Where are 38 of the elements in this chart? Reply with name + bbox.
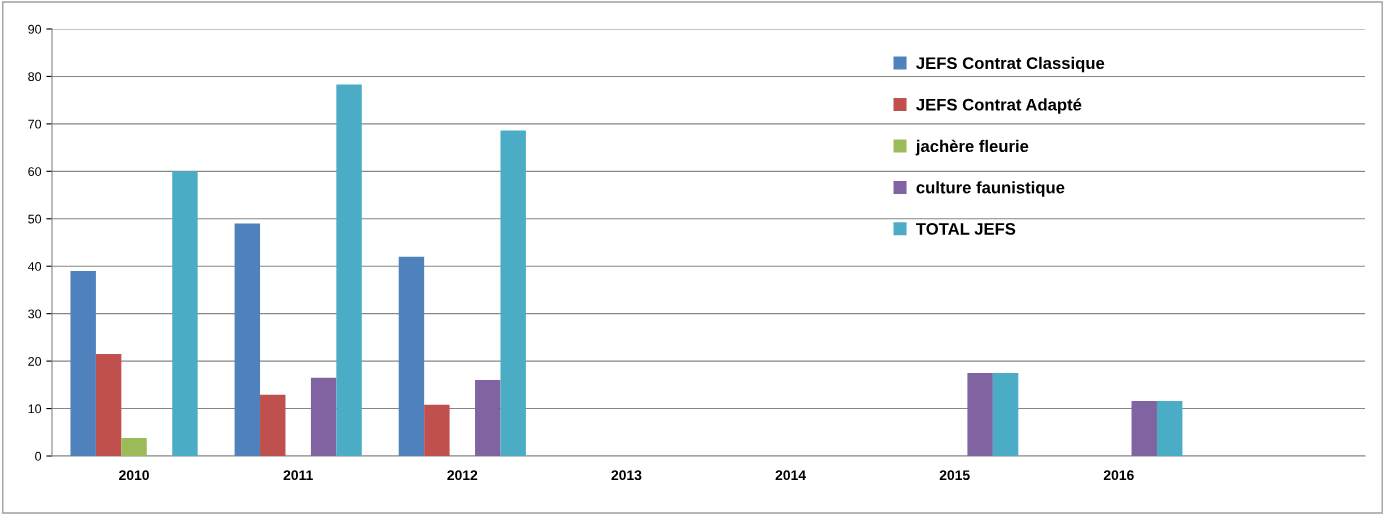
bar [424,404,450,456]
y-tick-label: 10 [28,404,42,414]
y-tick-label: 40 [27,262,42,271]
bar [398,256,425,456]
bar [172,171,198,456]
y-tick-label: 50 [28,214,42,224]
bar [121,437,147,456]
bar [234,223,261,456]
bar [475,380,501,456]
bar [70,270,96,456]
y-tick-label: 0 [35,451,42,461]
y-tick-label: 20 [28,356,42,366]
legend-label: JEFS Contrat Adapté [916,98,1082,114]
x-tick-label: 2016 [1103,470,1134,481]
bar [500,130,526,456]
bar [310,377,337,456]
y-tick-label: 30 [28,309,42,319]
bar [95,353,122,456]
bar [260,394,286,456]
bar [1131,400,1157,456]
bar [992,372,1019,456]
y-tick-label: 60 [28,167,42,176]
x-tick-label: 2014 [775,470,806,481]
bar [1156,400,1183,456]
legend-label: JEFS Contrat Classique [916,56,1105,73]
bar [967,372,993,456]
y-tick-label: 90 [28,24,42,34]
x-tick-label: 2010 [119,470,149,481]
legend-label: TOTAL JEFS [916,223,1016,235]
y-tick-label: 70 [28,119,42,129]
x-tick-label: 2011 [283,470,313,481]
x-tick-label: 2012 [447,470,478,481]
bar [336,84,362,456]
legend-label: culture faunistique [916,181,1065,197]
legend-label: jachère fleurie [915,139,1029,156]
y-tick-label: 80 [28,72,42,82]
x-tick-label: 2013 [611,470,642,481]
x-tick-label: 2015 [939,470,970,481]
